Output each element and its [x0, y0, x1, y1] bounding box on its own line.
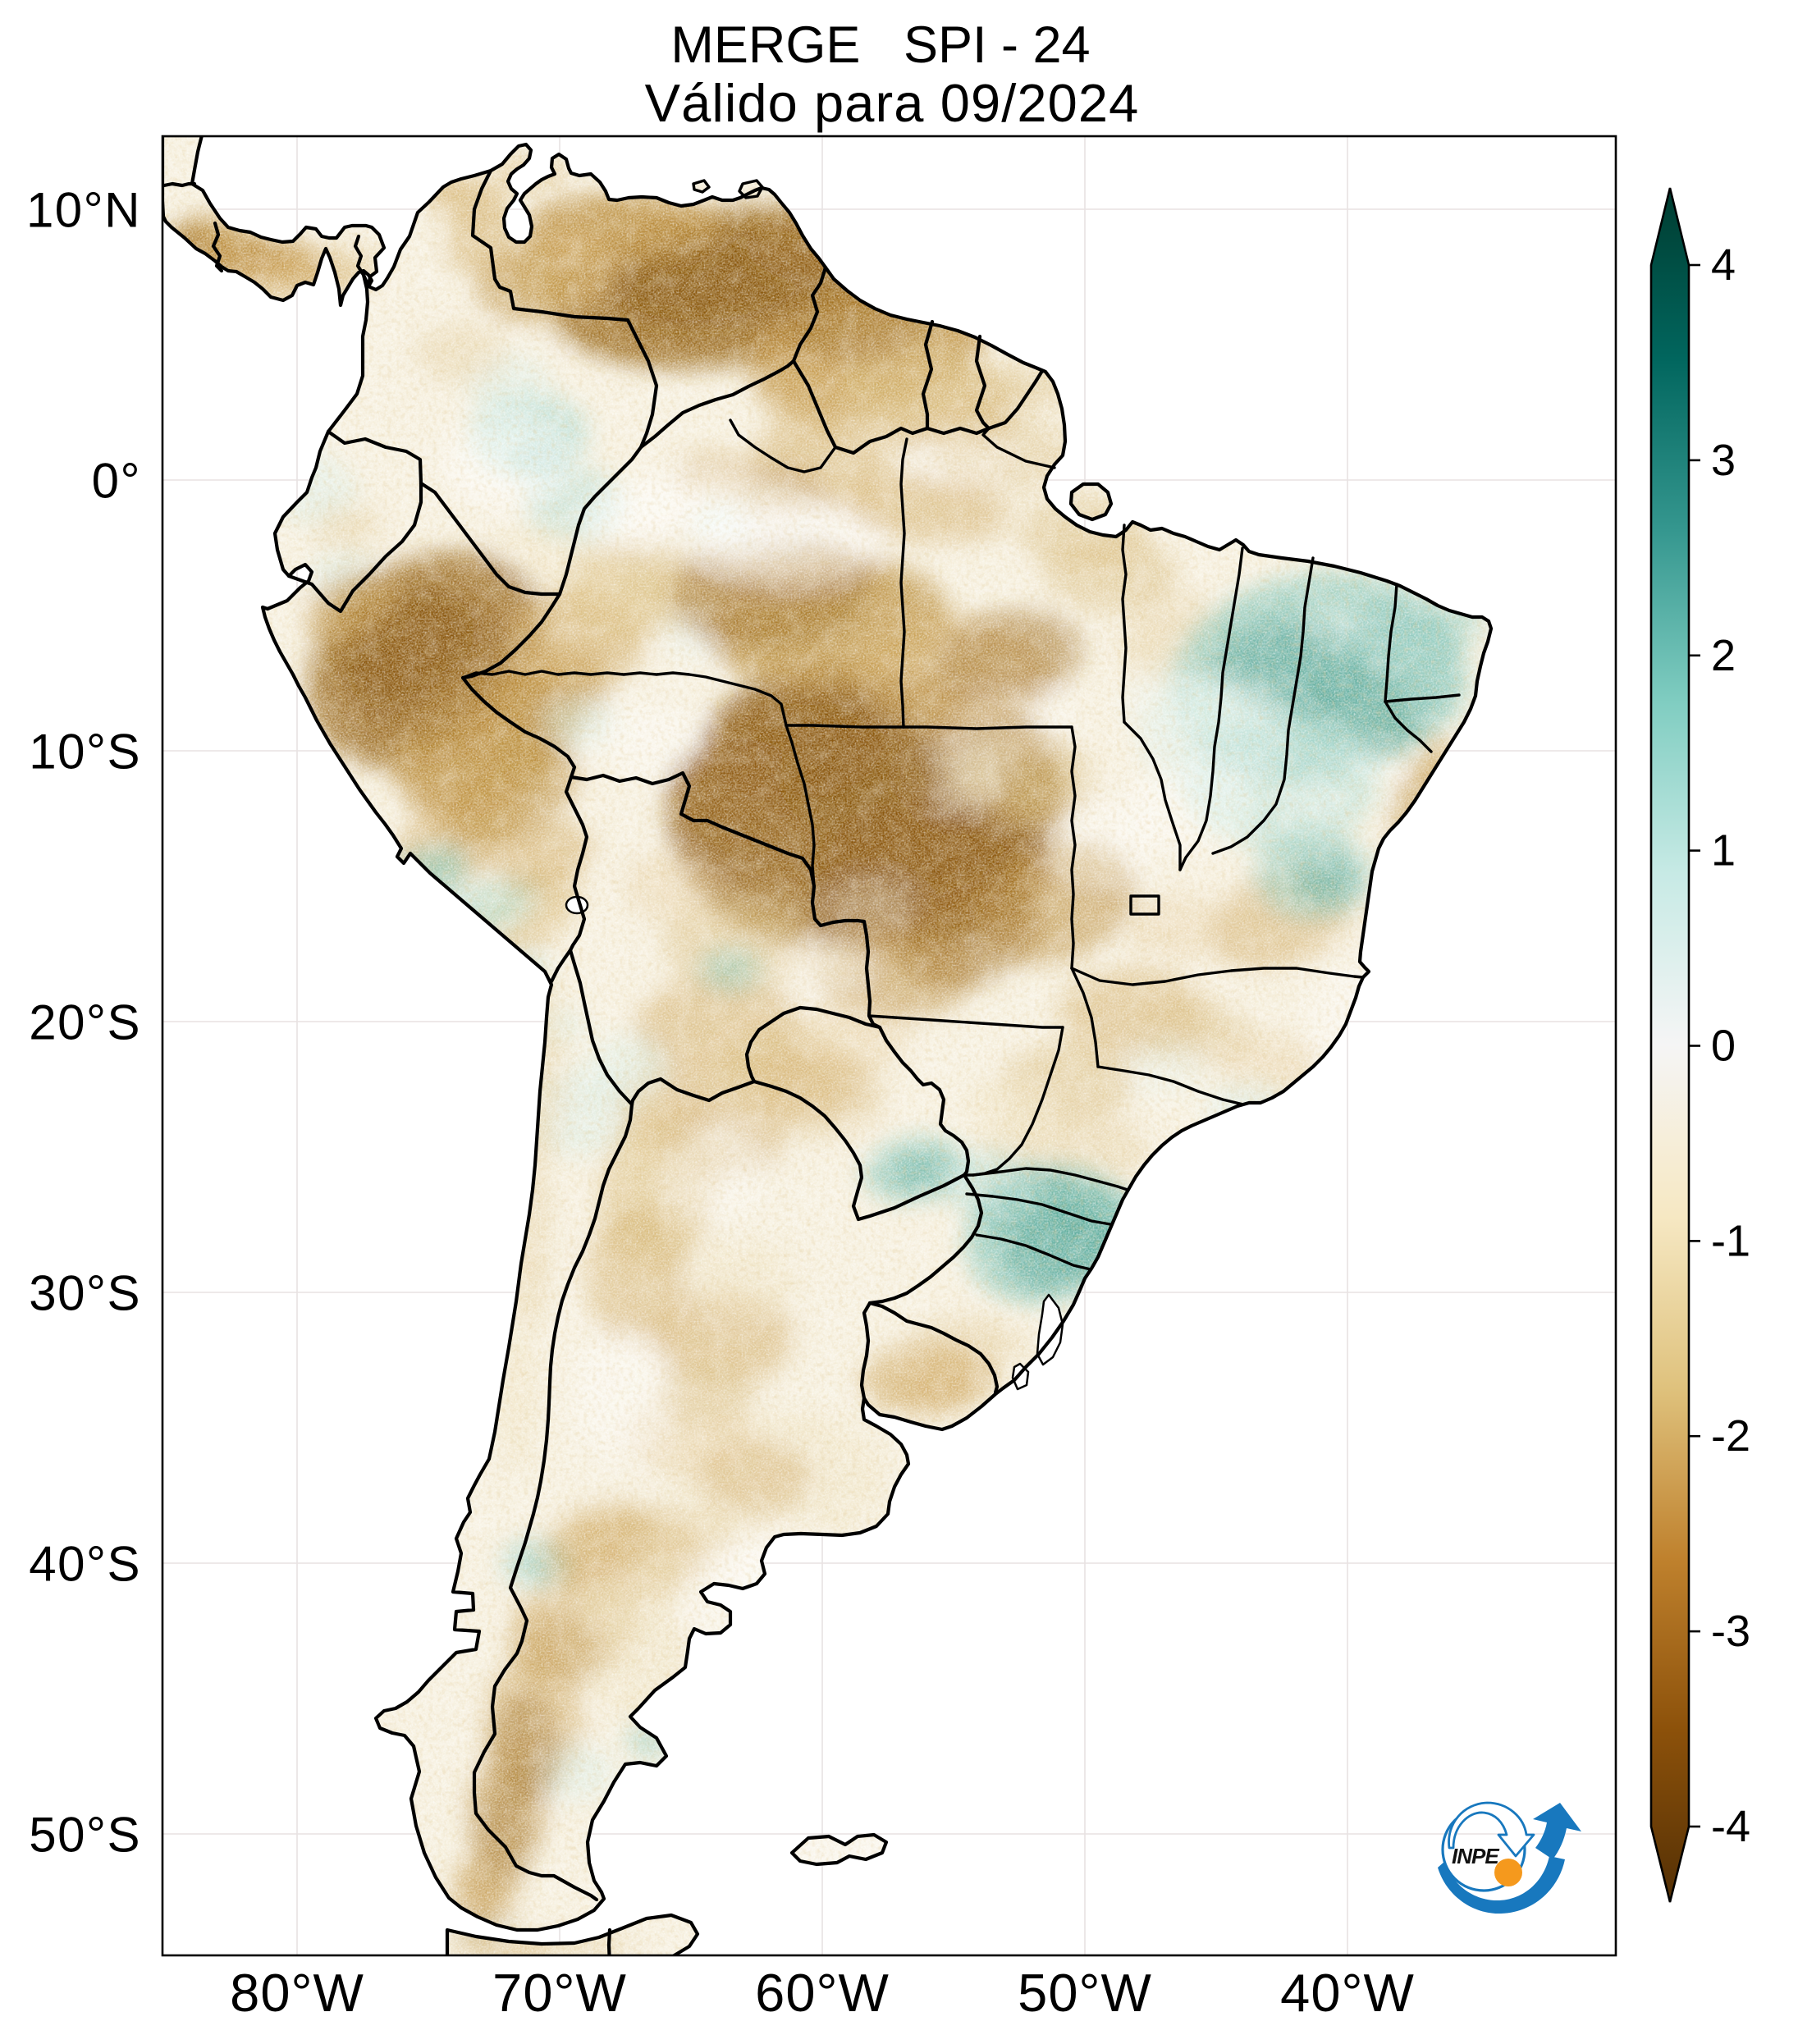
svg-text:1: 1: [1711, 826, 1736, 876]
svg-text:Válido para 09/2024: Válido para 09/2024: [645, 73, 1140, 133]
svg-text:30°S: 30°S: [29, 1266, 141, 1321]
svg-text:50°W: 50°W: [1018, 1963, 1152, 2023]
svg-text:10°N: 10°N: [26, 183, 141, 238]
svg-text:60°W: 60°W: [755, 1963, 890, 2023]
svg-text:40°S: 40°S: [29, 1537, 141, 1592]
svg-text:-3: -3: [1711, 1607, 1750, 1656]
svg-text:20°S: 20°S: [29, 995, 141, 1050]
svg-text:INPE: INPE: [1452, 1844, 1499, 1868]
svg-text:40°W: 40°W: [1280, 1963, 1415, 2023]
svg-text:0°: 0°: [92, 454, 141, 509]
svg-text:4: 4: [1711, 240, 1736, 290]
svg-text:10°S: 10°S: [29, 725, 141, 780]
svg-text:80°W: 80°W: [230, 1963, 364, 2023]
svg-text:-1: -1: [1711, 1216, 1750, 1265]
svg-text:-2: -2: [1711, 1411, 1750, 1461]
svg-text:70°W: 70°W: [492, 1963, 627, 2023]
svg-text:2: 2: [1711, 631, 1736, 680]
svg-text:MERGE SPI - 24: MERGE SPI - 24: [670, 16, 1090, 74]
svg-text:0: 0: [1711, 1022, 1736, 1071]
svg-text:-4: -4: [1711, 1802, 1750, 1851]
svg-text:50°S: 50°S: [29, 1808, 141, 1863]
svg-text:3: 3: [1711, 436, 1736, 485]
